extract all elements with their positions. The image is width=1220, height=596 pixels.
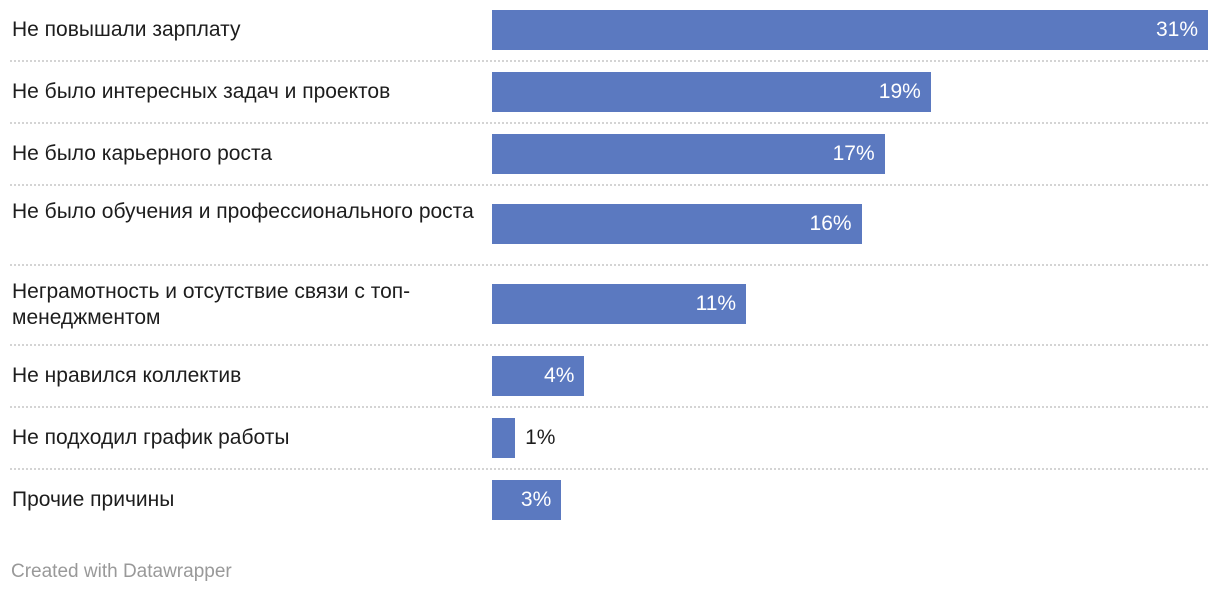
row-divider [10, 264, 1208, 266]
value-label: 11% [695, 292, 737, 315]
category-label: Не было интересных задач и проектов [12, 80, 391, 103]
bar [492, 134, 885, 174]
bar [492, 480, 562, 520]
category-label: Не нравился коллектив [12, 364, 242, 387]
category-label: Не повышали зарплату [12, 18, 241, 41]
bar [492, 418, 516, 458]
value-label: 3% [520, 488, 552, 511]
credit-footer: Created with Datawrapper [11, 561, 232, 582]
row-divider [10, 122, 1208, 124]
bar [492, 356, 585, 396]
category-label: Не было обучения и профессионального рос… [12, 200, 474, 223]
category-label: Не было карьерного роста [12, 142, 273, 165]
row-divider [10, 344, 1208, 346]
bar [492, 72, 931, 112]
row-divider [10, 468, 1208, 470]
row-divider [10, 406, 1208, 408]
value-label: 17% [832, 142, 875, 165]
value-label: 19% [878, 80, 921, 103]
value-label: 1% [525, 426, 556, 449]
value-label: 4% [544, 364, 575, 387]
bar [492, 284, 747, 324]
row-divider [10, 60, 1208, 62]
value-label: 31% [1155, 18, 1198, 41]
bar [492, 10, 1208, 50]
value-label: 16% [809, 212, 852, 235]
row-divider [10, 184, 1208, 186]
category-label: Неграмотность и отсутствие связи с топ-м… [12, 280, 411, 329]
category-label: Прочие причины [12, 488, 175, 511]
category-label: Не подходил график работы [12, 426, 290, 449]
bar [492, 204, 862, 244]
